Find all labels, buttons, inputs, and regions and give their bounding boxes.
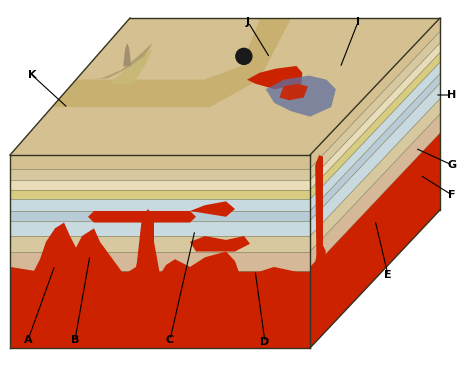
Polygon shape bbox=[10, 155, 310, 168]
Polygon shape bbox=[10, 221, 310, 236]
Polygon shape bbox=[310, 99, 440, 252]
Polygon shape bbox=[10, 180, 310, 190]
Polygon shape bbox=[123, 43, 131, 66]
Polygon shape bbox=[10, 236, 310, 252]
Polygon shape bbox=[310, 53, 440, 199]
Polygon shape bbox=[310, 83, 440, 236]
Polygon shape bbox=[310, 241, 326, 348]
Polygon shape bbox=[10, 199, 310, 211]
Text: K: K bbox=[28, 70, 36, 80]
Text: B: B bbox=[71, 335, 79, 345]
Text: F: F bbox=[448, 190, 456, 200]
Polygon shape bbox=[136, 209, 154, 271]
Polygon shape bbox=[76, 18, 260, 80]
Circle shape bbox=[236, 49, 252, 64]
Polygon shape bbox=[266, 76, 336, 117]
Polygon shape bbox=[190, 236, 250, 252]
Text: I: I bbox=[356, 17, 360, 27]
Polygon shape bbox=[310, 62, 440, 211]
Polygon shape bbox=[280, 84, 308, 100]
Polygon shape bbox=[10, 168, 310, 180]
Polygon shape bbox=[247, 66, 302, 89]
Text: D: D bbox=[260, 337, 270, 347]
Polygon shape bbox=[10, 211, 310, 221]
Polygon shape bbox=[310, 18, 440, 168]
Polygon shape bbox=[91, 42, 153, 80]
Polygon shape bbox=[310, 74, 440, 221]
Polygon shape bbox=[310, 114, 440, 271]
Polygon shape bbox=[315, 155, 323, 268]
Polygon shape bbox=[109, 48, 153, 84]
Polygon shape bbox=[10, 223, 310, 348]
Polygon shape bbox=[310, 32, 440, 180]
Polygon shape bbox=[310, 43, 440, 190]
Text: G: G bbox=[447, 160, 456, 170]
Polygon shape bbox=[10, 252, 310, 271]
Text: C: C bbox=[166, 335, 174, 345]
Polygon shape bbox=[10, 190, 310, 199]
Text: A: A bbox=[24, 335, 32, 345]
Text: E: E bbox=[384, 270, 392, 280]
Polygon shape bbox=[310, 133, 440, 348]
Polygon shape bbox=[10, 18, 440, 155]
Polygon shape bbox=[52, 18, 291, 107]
Polygon shape bbox=[310, 133, 440, 348]
Polygon shape bbox=[10, 271, 310, 348]
Polygon shape bbox=[88, 201, 235, 223]
Text: J: J bbox=[246, 17, 250, 27]
Text: H: H bbox=[447, 90, 456, 100]
